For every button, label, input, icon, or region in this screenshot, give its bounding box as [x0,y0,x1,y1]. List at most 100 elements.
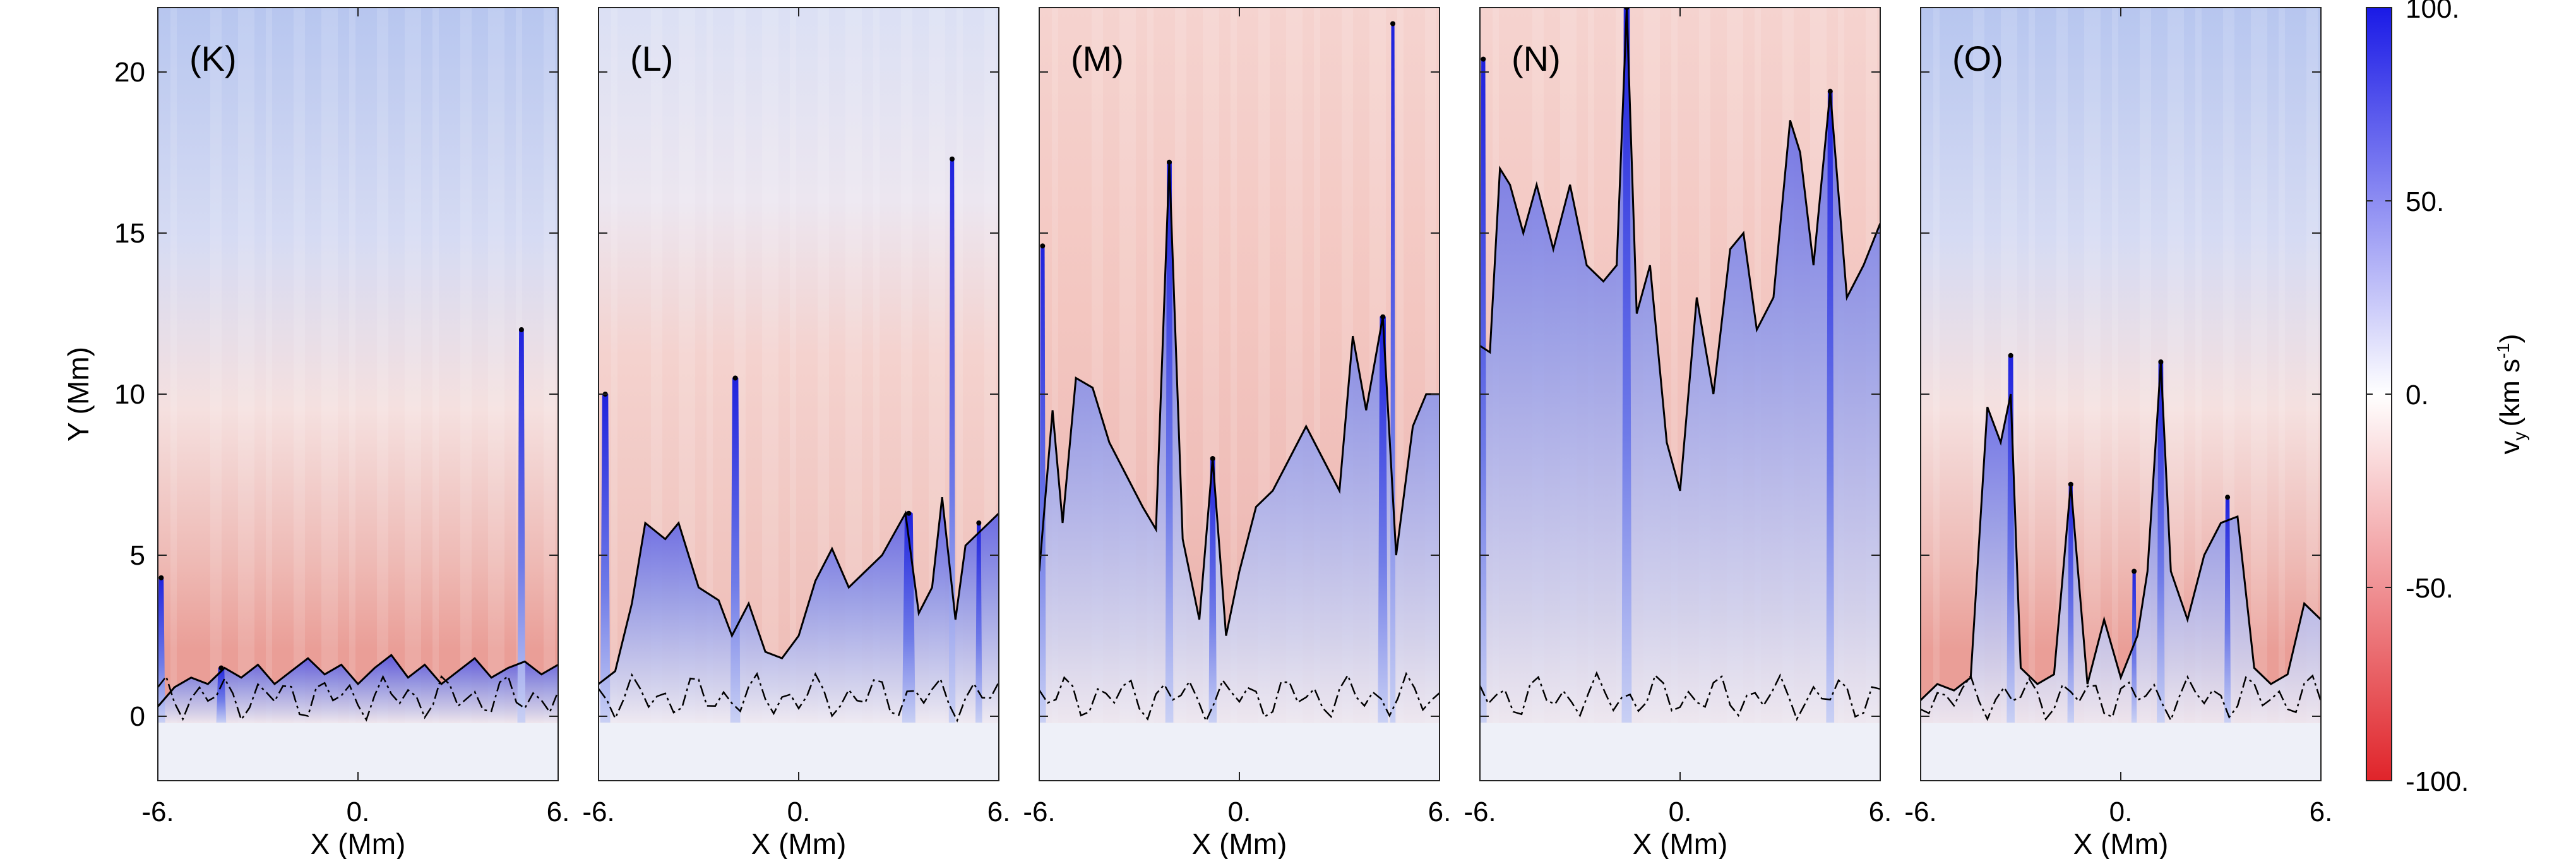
x-tick-label: 0. [2109,796,2133,827]
streak [2306,8,2318,723]
lower-contour [1921,674,2321,723]
jet-tip [950,156,955,162]
colorbar: 100. 50. 0. -50. -100. vy (km s-1) [2366,0,2529,797]
streak [405,8,421,723]
colorbar-label: vy (km s-1) [2493,333,2529,454]
jet-tip [1390,21,1395,27]
x-tick-label: -6. [1904,796,1936,827]
jet-tip [2008,352,2013,358]
colorbar-label-close: ) [2495,333,2525,343]
streak [321,8,338,723]
streak [266,8,272,723]
photosphere-band [1480,723,1880,781]
lower-contour [599,671,999,723]
jet [517,328,526,723]
streak [1397,8,1404,723]
panel-label: (K) [189,39,237,78]
streak [488,8,504,723]
panels-group: (K) -6. 0. 6. X (Mm) 0 5 10 15 20 Y (Mm) (L) -6. 0. 6.… [62,7,2332,859]
x-tick-label: -6. [141,796,174,827]
streak [294,8,305,723]
streak [957,8,963,723]
streak [2029,8,2035,723]
colorbar-tick-label: -50. [2406,573,2454,604]
jet-tip [518,327,524,332]
panel-o: (O) -6. 0. 6. X (Mm) [1904,7,2332,859]
upflow-region [1921,362,2321,723]
transition-region-contour [1480,8,1880,491]
colorbar-label-superscript: -1 [2493,343,2513,359]
panel-l: (L) -6. 0. 6. X (Mm) [582,7,1011,859]
streak [611,8,617,723]
jet-tip [2132,568,2137,574]
upflow-region [1039,162,1440,723]
streak [2279,8,2285,723]
jet [1390,21,1396,723]
panel-field [599,8,999,781]
lower-contour [1480,671,1880,721]
streak [818,8,829,723]
colorbar-tick-label: 100. [2406,0,2460,24]
streak [2195,8,2202,723]
colorbar-label-subscript: y [2510,432,2529,441]
streak [432,8,439,723]
x-tick-label: 0. [347,796,370,827]
jet [1480,57,1487,723]
jet-tip [1481,56,1486,62]
jet [2067,482,2074,723]
streak [1671,8,1678,723]
panel-label: (N) [1512,39,1561,78]
streak [210,8,222,723]
panel-label: (L) [630,39,673,78]
x-tick-label: 0. [1228,796,1251,827]
colorbar-tick-label: 50. [2406,186,2444,217]
y-tick-label: 20 [114,57,145,88]
streak [2084,8,2101,723]
x-axis-label: X (Mm) [1633,827,1728,859]
x-tick-label: -6. [1464,796,1496,827]
jet [1039,244,1046,723]
panel-field [158,8,558,781]
panel-n: (N) -6. 0. 6. X (Mm) [1464,7,1892,859]
transition-region-contour [158,653,558,707]
streak [1933,8,1940,723]
streak [377,8,388,723]
colorbar-ticks: 100. 50. 0. -50. -100. [2366,0,2469,797]
colorbar-label-units: (km s [2495,359,2525,427]
lower-contour [1039,671,1440,723]
x-axis-label: X (Mm) [311,827,406,859]
streak [1052,8,1058,723]
upflow-region [1480,8,1880,723]
streak [1231,8,1237,723]
photosphere-band [599,723,999,781]
streak [873,8,880,723]
jet [600,392,611,723]
panel-k: (K) -6. 0. 6. X (Mm) 0 5 10 15 20 Y (Mm) [62,7,569,859]
x-tick-label: 6. [1869,796,1892,827]
x-axis-label: X (Mm) [1192,827,1287,859]
streak [762,8,778,723]
jet [1165,160,1174,723]
streak [2140,8,2151,723]
jet-tip [906,510,912,516]
streak [460,8,472,723]
jet-tip [976,520,982,526]
streak [349,8,355,723]
y-tick-label: 15 [114,218,145,249]
panel-m: (M) -6. 0. 6. X (Mm) [1023,7,1451,859]
x-tick-label: 0. [787,796,811,827]
y-tick-label: 0 [130,701,145,732]
x-tick-label: 6. [987,796,1011,827]
panel-field [1039,8,1440,781]
streak [238,8,254,723]
streak [707,8,713,723]
y-tick-label: 5 [130,540,145,571]
transition-region-contour [1921,361,2321,701]
photosphere-band [1921,723,2321,781]
jet-tip [1040,243,1046,249]
x-axis-label: X (Mm) [2073,827,2169,859]
panel-label: (M) [1071,39,1124,78]
colorbar-tick-label: -100. [2406,766,2469,797]
jet-tip [2225,495,2231,500]
jet-tip [158,575,164,580]
